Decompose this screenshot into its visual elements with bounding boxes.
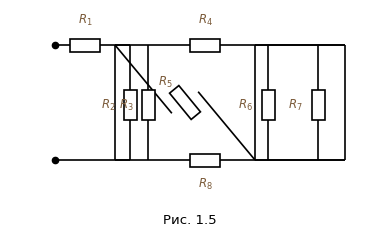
Text: $R_8$: $R_8$ xyxy=(198,177,212,192)
Bar xyxy=(124,90,136,120)
Text: $R_2$: $R_2$ xyxy=(101,97,116,112)
Bar xyxy=(312,90,325,120)
Text: $R_4$: $R_4$ xyxy=(198,13,212,28)
Bar xyxy=(190,39,220,51)
Bar xyxy=(70,39,100,51)
Bar xyxy=(141,90,155,120)
Text: $R_5$: $R_5$ xyxy=(158,75,173,91)
Text: $R_3$: $R_3$ xyxy=(119,97,134,112)
Bar xyxy=(261,90,274,120)
Bar xyxy=(169,86,200,120)
Bar xyxy=(190,153,220,166)
Text: Рис. 1.5: Рис. 1.5 xyxy=(163,214,217,226)
Text: $R_7$: $R_7$ xyxy=(288,97,303,112)
Text: $R_6$: $R_6$ xyxy=(238,97,253,112)
Text: $R_1$: $R_1$ xyxy=(78,13,92,28)
